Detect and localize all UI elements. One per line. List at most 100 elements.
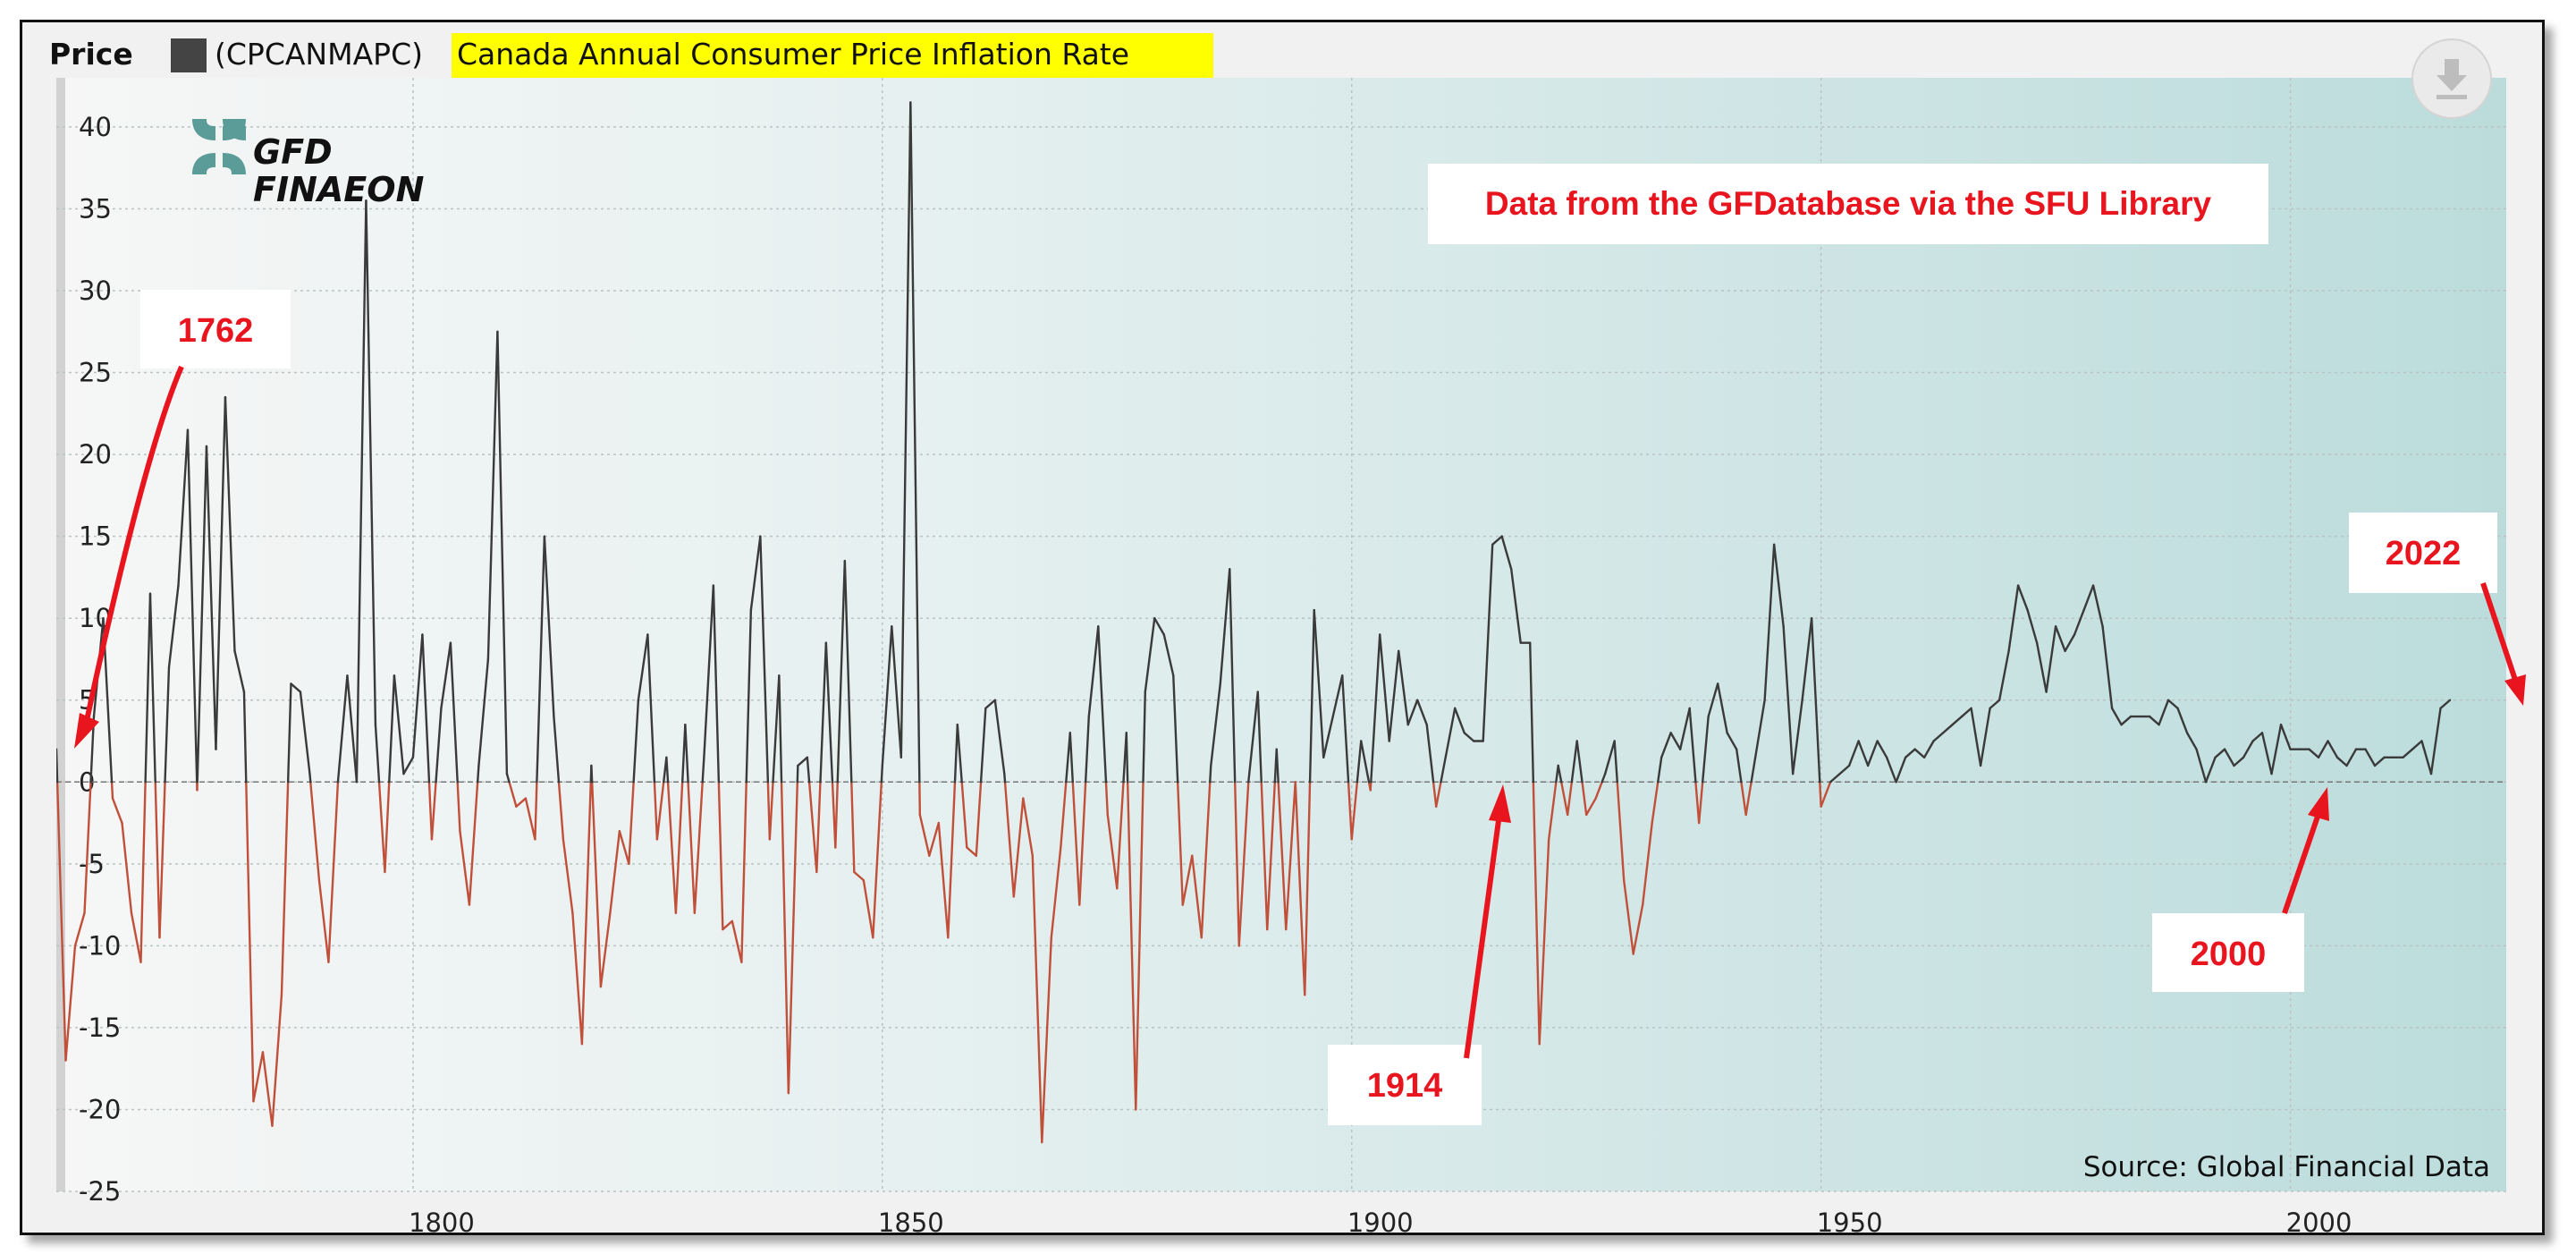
series-segment bbox=[1913, 748, 1926, 759]
series-segment bbox=[1285, 781, 1296, 931]
series-segment bbox=[2045, 625, 2057, 693]
series-segment bbox=[242, 691, 248, 784]
series-segment bbox=[768, 781, 774, 841]
series-segment bbox=[1050, 846, 1062, 939]
series-segment bbox=[477, 657, 490, 767]
series-segment bbox=[1031, 854, 1043, 1144]
series-segment bbox=[2242, 740, 2254, 759]
series-segment bbox=[1791, 699, 1803, 775]
series-segment bbox=[1135, 781, 1144, 1111]
series-segment bbox=[388, 674, 396, 784]
series-segment bbox=[2120, 715, 2133, 726]
logo-line1: GFD bbox=[253, 132, 333, 172]
series-segment bbox=[960, 781, 968, 849]
y-tick-label: 30 bbox=[79, 275, 112, 306]
series-segment bbox=[1547, 781, 1558, 841]
series-segment bbox=[778, 674, 783, 784]
series-segment bbox=[1989, 699, 2001, 710]
y-tick-label: 20 bbox=[79, 439, 112, 470]
series-segment bbox=[693, 781, 704, 914]
series-segment bbox=[1866, 740, 1879, 767]
series-segment bbox=[787, 781, 799, 1095]
y-tick-label: 40 bbox=[79, 112, 112, 142]
series-segment bbox=[953, 723, 959, 784]
series-segment bbox=[2411, 740, 2423, 750]
series-segment bbox=[309, 781, 321, 882]
series-segment bbox=[872, 781, 883, 939]
callout-1914-label: 1914 bbox=[1367, 1067, 1443, 1105]
series-segment bbox=[2233, 756, 2245, 767]
series-segment bbox=[2110, 707, 2123, 726]
series-segment bbox=[557, 781, 565, 841]
series-segment bbox=[824, 641, 834, 784]
x-tick-label: 2000 bbox=[2286, 1207, 2352, 1233]
series-segment bbox=[543, 535, 555, 718]
series-segment bbox=[177, 428, 190, 587]
series-segment bbox=[1435, 781, 1442, 808]
legend-swatch[interactable] bbox=[171, 38, 207, 72]
series-segment bbox=[2327, 740, 2339, 759]
series-segment bbox=[653, 781, 659, 841]
series-segment bbox=[632, 699, 640, 784]
series-segment bbox=[1857, 740, 1870, 767]
series-segment bbox=[1528, 641, 1535, 784]
series-segment bbox=[245, 781, 255, 1103]
series-segment bbox=[271, 994, 283, 1127]
series-segment bbox=[154, 781, 161, 939]
series-segment bbox=[186, 428, 198, 784]
series-segment bbox=[2214, 748, 2226, 759]
series-segment bbox=[1084, 715, 1090, 784]
series-segment bbox=[1885, 756, 1897, 784]
callout-1914: 1914 bbox=[1328, 784, 1511, 1125]
series-segment bbox=[928, 821, 941, 857]
range-handle[interactable] bbox=[56, 78, 65, 1191]
series-segment bbox=[1895, 756, 1907, 784]
series-segment bbox=[1702, 715, 1710, 784]
series-segment bbox=[1575, 740, 1584, 784]
y-tick-label: -10 bbox=[79, 930, 121, 961]
data-source-text: Data from the GFDatabase via the SFU Lib… bbox=[1485, 185, 2212, 222]
series-segment bbox=[1740, 781, 1747, 817]
series-segment bbox=[646, 633, 656, 784]
legend-series-name[interactable]: Canada Annual Consumer Price Inflation R… bbox=[457, 37, 1129, 72]
series-segment bbox=[1144, 616, 1156, 693]
series-segment bbox=[1331, 674, 1344, 718]
series-segment bbox=[571, 911, 584, 1046]
series-segment bbox=[1260, 781, 1269, 931]
series-segment bbox=[1707, 682, 1719, 718]
download-icon bbox=[2437, 59, 2467, 99]
series-segment bbox=[1277, 781, 1288, 931]
series-segment bbox=[196, 445, 208, 784]
series-segment bbox=[456, 781, 461, 833]
series-segment bbox=[909, 101, 921, 784]
series-segment bbox=[1106, 813, 1119, 890]
series-segment bbox=[1651, 781, 1660, 825]
series-segment bbox=[749, 535, 762, 612]
series-segment bbox=[2260, 732, 2273, 775]
series-segment bbox=[1510, 568, 1522, 644]
series-segment bbox=[1209, 764, 1212, 784]
series-segment bbox=[599, 911, 612, 988]
series-segment bbox=[1829, 772, 1841, 784]
series-segment bbox=[1951, 715, 1964, 726]
callout-2022-arrowhead bbox=[2504, 674, 2526, 706]
series-segment bbox=[806, 756, 811, 784]
series-segment bbox=[1603, 740, 1616, 775]
download-button[interactable] bbox=[2411, 38, 2492, 119]
series-segment bbox=[1594, 781, 1603, 800]
series-segment bbox=[1266, 781, 1277, 931]
series-segment bbox=[1657, 756, 1663, 784]
series-segment bbox=[1347, 781, 1353, 841]
series-segment bbox=[1979, 707, 1991, 767]
series-segment bbox=[590, 781, 603, 988]
series-segment bbox=[993, 699, 1006, 775]
series-segment bbox=[1532, 781, 1541, 1046]
series-segment bbox=[745, 608, 753, 784]
series-segment bbox=[772, 674, 781, 784]
series-segment bbox=[2270, 723, 2283, 775]
callout-1914-arrowhead bbox=[1489, 784, 1511, 823]
series-segment bbox=[1904, 748, 1916, 759]
legend-ticker: (CPCANMAPC) bbox=[215, 37, 423, 72]
series-segment bbox=[1068, 732, 1074, 784]
legend-highlight bbox=[452, 33, 1213, 78]
